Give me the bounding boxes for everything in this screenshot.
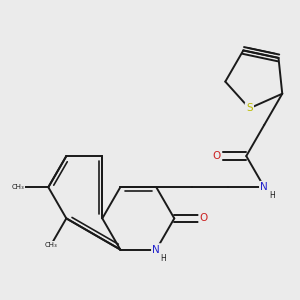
Text: N: N — [260, 182, 268, 192]
Text: CH₃: CH₃ — [11, 184, 24, 190]
Text: O: O — [213, 151, 221, 161]
Text: H: H — [269, 191, 275, 200]
Text: S: S — [246, 103, 253, 113]
Text: O: O — [200, 213, 208, 224]
Text: H: H — [160, 254, 166, 263]
Text: CH₃: CH₃ — [45, 242, 57, 248]
Text: N: N — [152, 244, 160, 255]
